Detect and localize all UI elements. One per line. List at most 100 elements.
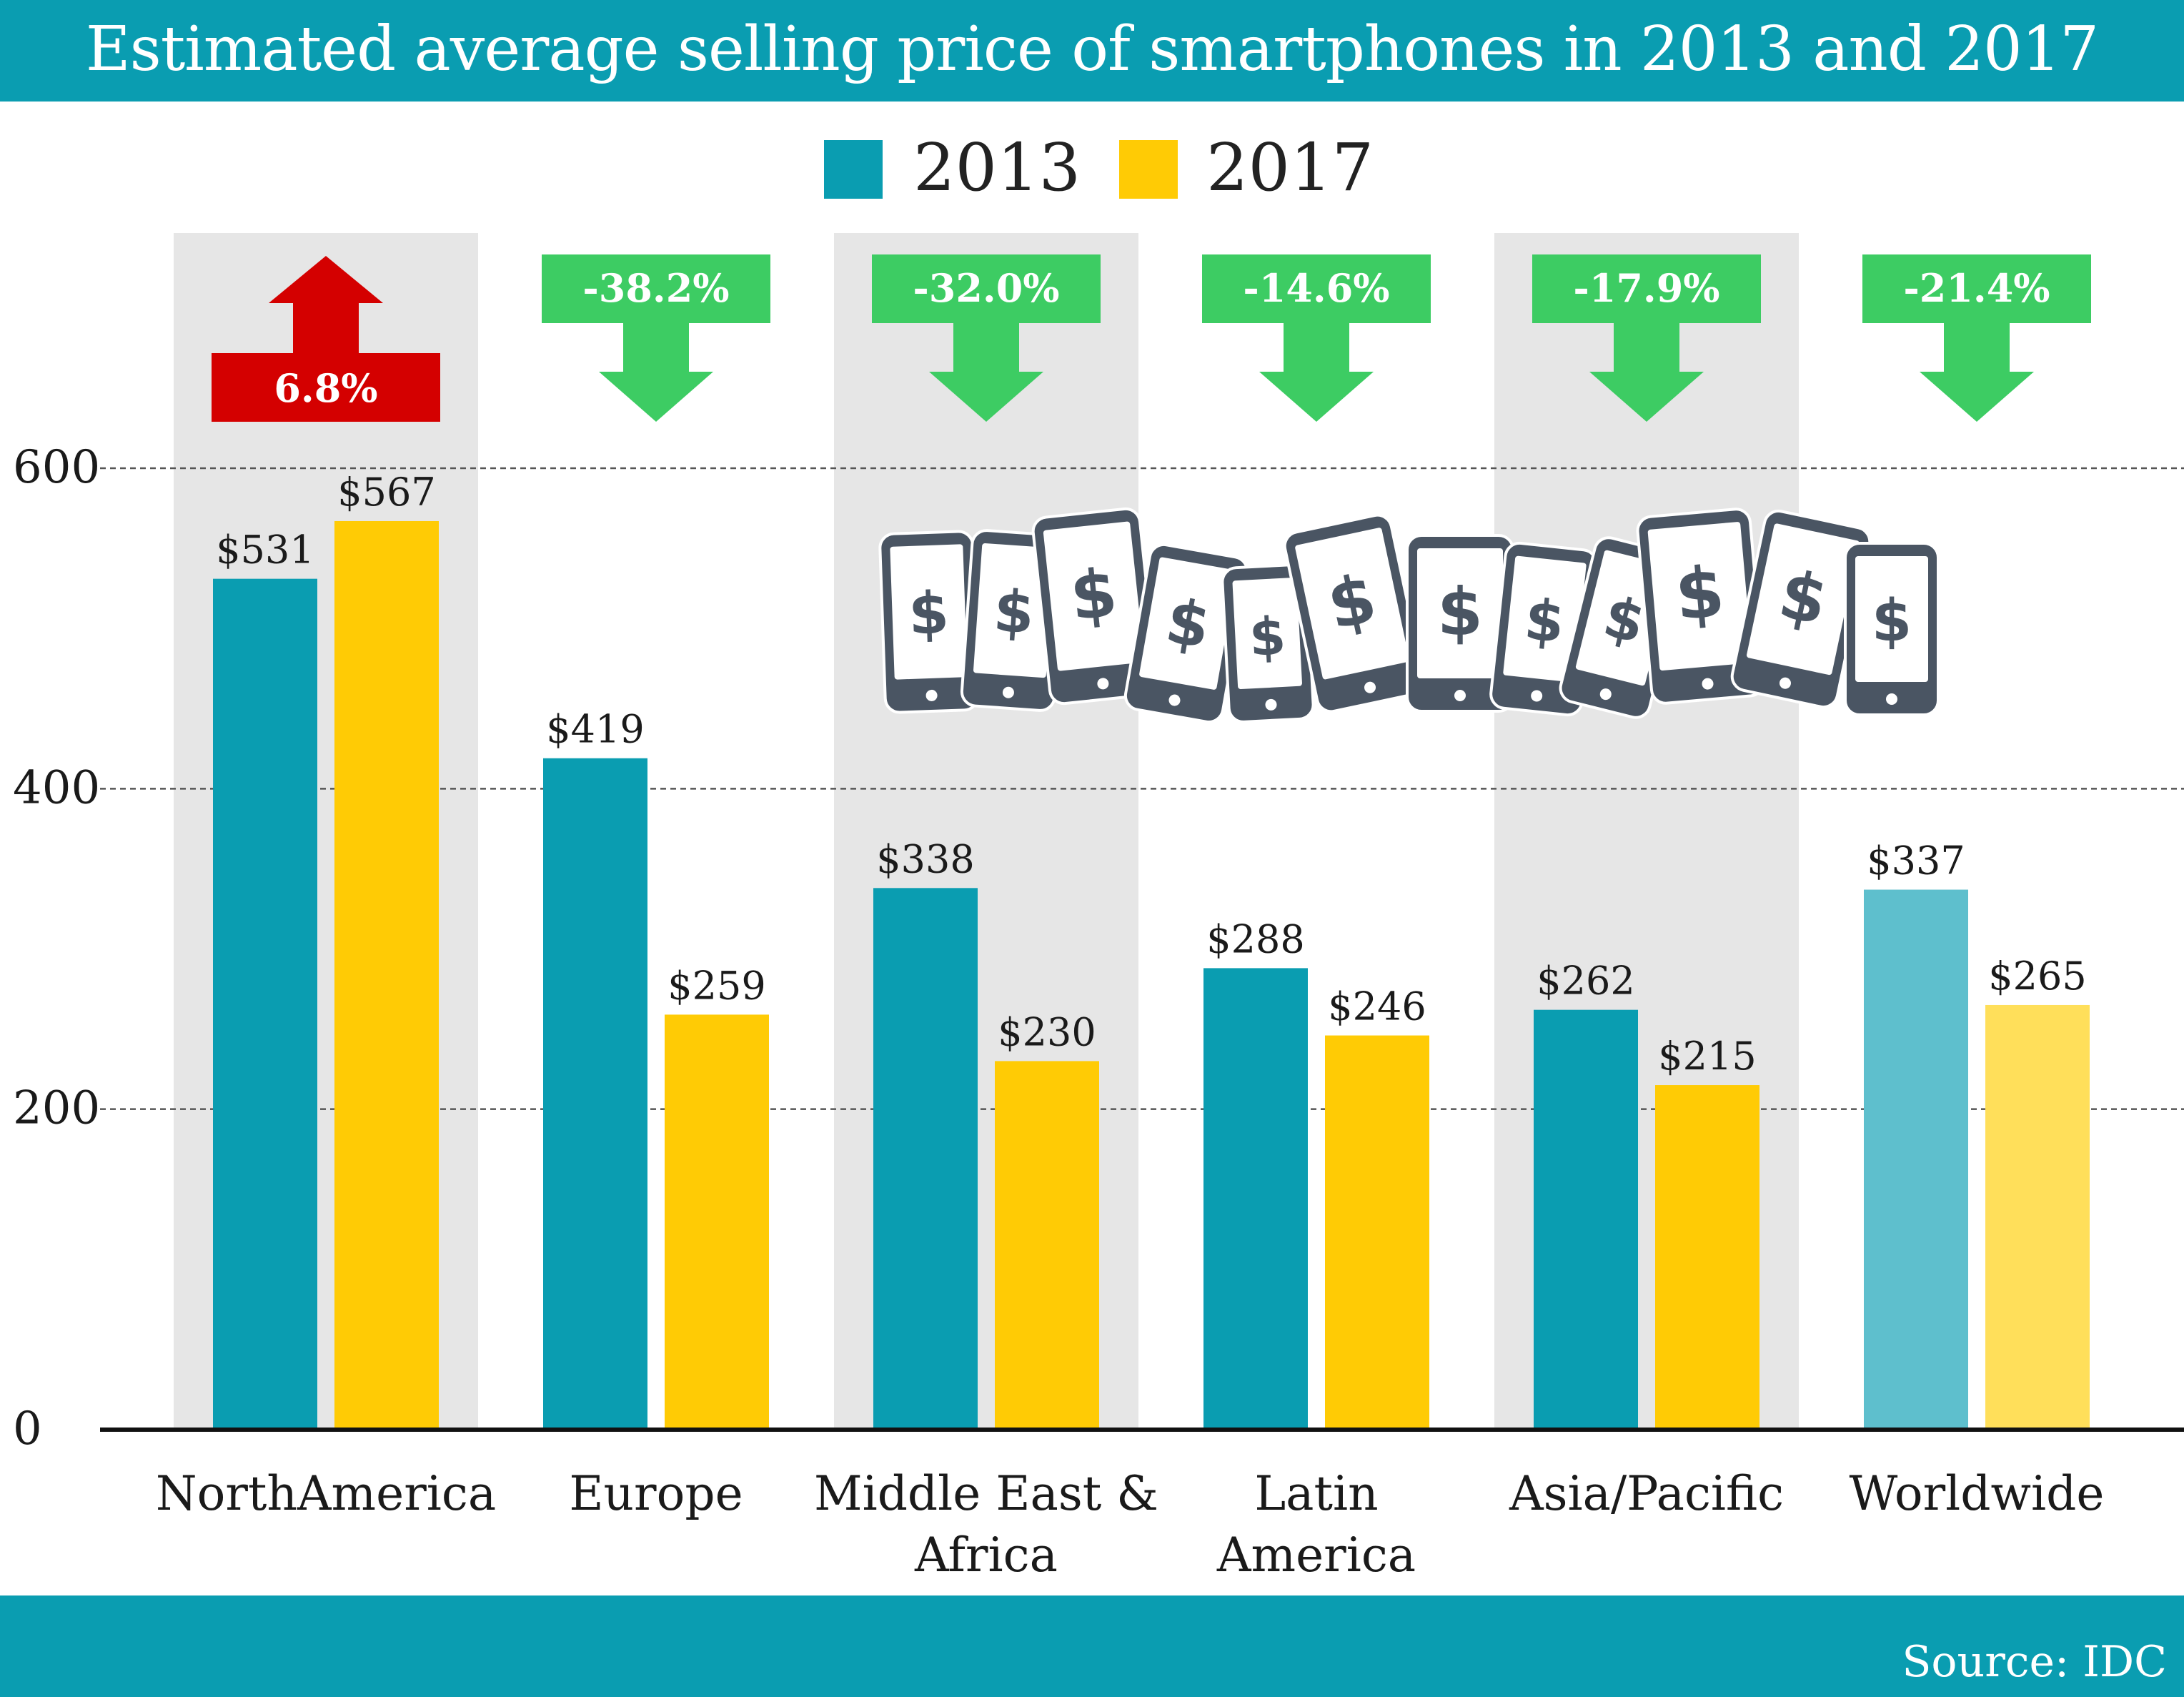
dollar-sign-icon: $: [1872, 588, 1912, 655]
data-label-2013: $337: [1867, 838, 1965, 884]
dollar-sign-icon: $: [1067, 554, 1121, 635]
phone-button: [1454, 690, 1466, 701]
chart-footer: Source: IDC: [0, 1595, 2184, 1697]
phone-button: [1002, 686, 1014, 698]
bar-2017: [334, 520, 439, 1430]
dollar-sign-icon: $: [908, 580, 950, 648]
change-label: -17.9%: [1573, 265, 1719, 311]
bar-2013: [1534, 1009, 1638, 1430]
bar-2017: [665, 1014, 769, 1430]
dollar-sign-icon: $: [1248, 606, 1287, 669]
phone-button: [1531, 690, 1543, 702]
phone-screen: [973, 543, 1055, 678]
phone-screen: [1855, 556, 1928, 682]
decrease-arrow: [1259, 323, 1374, 422]
legend-swatch-2017: [1119, 140, 1178, 199]
increase-arrow: [269, 256, 383, 353]
data-label-2013: $262: [1537, 959, 1634, 1004]
change-label: 6.8%: [274, 365, 377, 411]
change-badge: [542, 254, 770, 323]
phone-screen: [1747, 523, 1860, 676]
x-tick-label: NorthAmerica: [156, 1466, 496, 1521]
smartphone-dollar-icon: $: [1406, 534, 1514, 713]
decrease-arrow: [1920, 323, 2034, 422]
phone-button: [1779, 677, 1791, 689]
smartphone-dollar-icon: $: [1283, 513, 1426, 713]
dollar-sign-icon: $: [991, 578, 1036, 648]
phone-button: [1886, 693, 1897, 705]
phone-screen: [1139, 557, 1237, 690]
decrease-arrow: [599, 323, 713, 422]
data-label-2013: $419: [546, 707, 644, 752]
change-label: -21.4%: [1903, 265, 2050, 311]
bar-2013: [543, 758, 647, 1430]
y-tick-label: 600: [13, 441, 100, 494]
x-tick-label: Africa: [914, 1528, 1058, 1583]
phone-button: [1599, 688, 1612, 701]
bar-chart: 0 200 400 600 $531 $567 NorthAmerica $419 $259 Eu…: [13, 233, 2184, 1583]
y-tick-label: 400: [13, 761, 100, 814]
change-badge: [1862, 254, 2091, 323]
decrease-arrow: [929, 323, 1043, 422]
bar-2017: [995, 1061, 1099, 1430]
data-label-2013: $531: [216, 528, 314, 573]
phone-screen: [1503, 555, 1587, 683]
smartphone-dollar-icon: $: [1123, 543, 1249, 724]
change-badge: [872, 254, 1101, 323]
smartphone-dollar-icon: $: [878, 530, 980, 714]
dollar-sign-icon: $: [1522, 586, 1567, 655]
data-label-2017: $265: [1988, 954, 2086, 999]
data-label-2017: $246: [1328, 984, 1426, 1029]
change-label: -32.0%: [913, 265, 1059, 311]
data-label-2017: $259: [667, 963, 765, 1008]
phone-screen: [890, 544, 968, 680]
phone-button: [1702, 678, 1714, 690]
smartphone-dollar-icon: $: [1031, 507, 1158, 706]
change-badge: [1202, 254, 1431, 323]
bar-2017: [1655, 1085, 1759, 1430]
chart-title: Estimated average selling price of smart…: [85, 14, 2099, 85]
data-label-2017: $215: [1658, 1034, 1756, 1079]
x-tick-label: America: [1216, 1528, 1416, 1583]
bar-2017: [1985, 1004, 2090, 1430]
chart-header: Estimated average selling price of smart…: [0, 0, 2184, 102]
y-tick-label: 200: [13, 1082, 100, 1135]
x-tick-label: Middle East &: [814, 1466, 1158, 1521]
phone-screen: [1417, 548, 1503, 678]
bar-2013: [873, 888, 978, 1430]
phone-button: [1265, 698, 1277, 711]
phone-illustration: $ $ $ $ $ $ $ $ $ $ $ $: [878, 507, 1940, 724]
bar-2013: [213, 578, 317, 1430]
smartphone-dollar-icon: $: [1730, 509, 1872, 709]
x-tick-label: Latin: [1254, 1466, 1378, 1521]
phone-button: [1364, 681, 1376, 693]
change-badge: [1532, 254, 1761, 323]
bar-2013: [1203, 968, 1308, 1430]
decrease-arrow: [1589, 323, 1704, 422]
phone-screen: [1043, 521, 1145, 671]
legend-swatch-2013: [824, 140, 883, 199]
x-tick-label: Asia/Pacific: [1509, 1466, 1784, 1521]
smartphone-dollar-icon: $: [1221, 563, 1315, 723]
source-note: Source: IDC: [1902, 1637, 2167, 1687]
x-tick-label: Worldwide: [1850, 1466, 2105, 1521]
x-tick-label: Europe: [569, 1466, 743, 1521]
bar-2013: [1864, 889, 1968, 1430]
change-label: -38.2%: [582, 265, 729, 311]
y-tick-label: 0: [13, 1402, 42, 1455]
change-badge: [212, 353, 440, 422]
phone-button: [1168, 694, 1181, 706]
legend-label-2017: 2017: [1206, 129, 1374, 206]
phone-screen: [1232, 577, 1302, 690]
bar-2017: [1325, 1035, 1429, 1430]
data-label-2017: $230: [998, 1009, 1096, 1054]
phone-screen: [1295, 528, 1409, 680]
change-label: -14.6%: [1243, 265, 1389, 311]
smartphone-dollar-icon: $: [1844, 542, 1940, 716]
legend-label-2013: 2013: [913, 129, 1081, 206]
data-label-2017: $567: [337, 470, 435, 515]
dollar-sign-icon: $: [1437, 574, 1483, 650]
phone-screen: [1647, 522, 1752, 671]
data-label-2013: $338: [876, 836, 974, 881]
dollar-sign-icon: $: [1672, 551, 1728, 637]
